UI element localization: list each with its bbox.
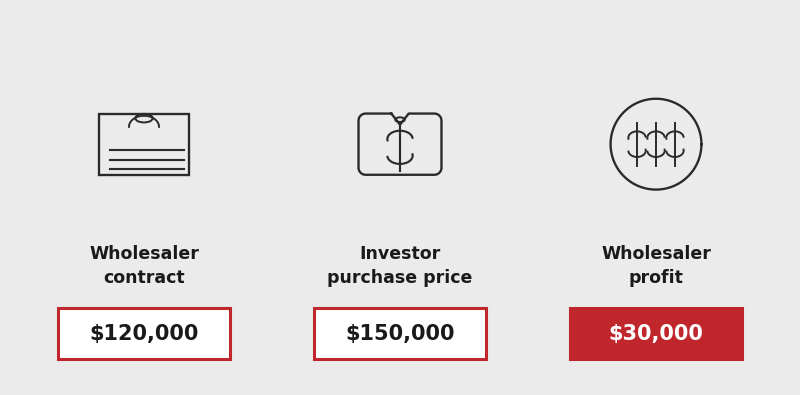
FancyBboxPatch shape [58,308,230,359]
Text: Investor
purchase price: Investor purchase price [327,245,473,287]
Text: Wholesaler
profit: Wholesaler profit [601,245,711,287]
Text: $150,000: $150,000 [346,324,454,344]
FancyBboxPatch shape [314,308,486,359]
Text: $30,000: $30,000 [609,324,703,344]
FancyBboxPatch shape [570,308,742,359]
Bar [98,114,190,175]
Text: $120,000: $120,000 [90,324,198,344]
Text: Wholesaler
contract: Wholesaler contract [89,245,199,287]
